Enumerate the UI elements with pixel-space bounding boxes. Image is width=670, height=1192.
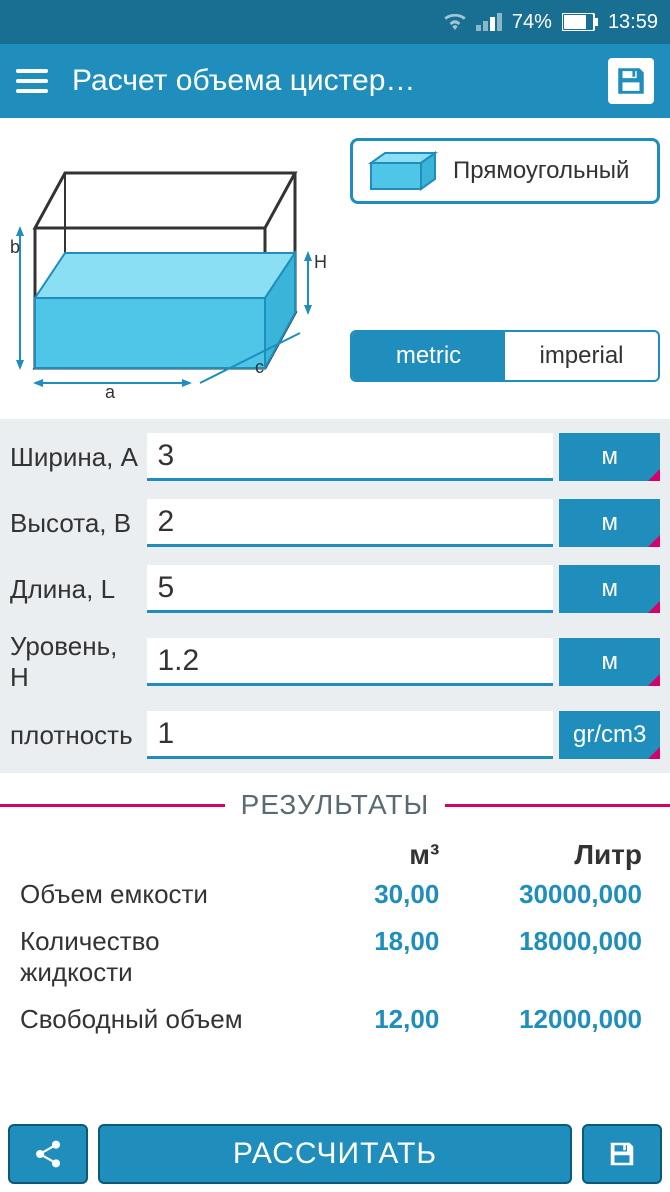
save-button[interactable] (608, 58, 654, 104)
result-m3: 18,00 (265, 926, 468, 988)
right-column: Прямоугольный metric imperial (350, 138, 660, 403)
level-input[interactable] (147, 638, 553, 686)
shape-selector[interactable]: Прямоугольный (350, 138, 660, 204)
save-bottom-button[interactable] (582, 1124, 662, 1184)
top-section: b a c H Прямоугольный metric imperial (0, 118, 670, 419)
menu-icon[interactable] (16, 69, 48, 93)
length-input[interactable] (147, 565, 553, 613)
unit-button[interactable]: м (559, 499, 660, 547)
share-button[interactable] (8, 1124, 88, 1184)
svg-text:a: a (105, 382, 116, 398)
shape-label: Прямоугольный (453, 157, 629, 185)
battery-icon (562, 13, 598, 31)
imperial-option[interactable]: imperial (505, 332, 658, 380)
result-m3: 12,00 (265, 1004, 468, 1035)
input-label: плотность (10, 720, 141, 751)
input-label: Ширина, A (10, 442, 141, 473)
calculate-button[interactable]: РАССЧИТАТЬ (98, 1124, 572, 1184)
results-columns: м³ Литр (20, 839, 650, 871)
result-liter: 12000,000 (467, 1004, 650, 1035)
input-label: Высота, B (10, 508, 141, 539)
input-row-level: Уровень, H м (10, 631, 660, 693)
bottom-bar: РАССЧИТАТЬ (0, 1116, 670, 1192)
unit-toggle: metric imperial (350, 330, 660, 382)
density-input[interactable] (147, 711, 553, 759)
page-title: Расчет объема цистер… (72, 64, 584, 98)
result-m3: 30,00 (265, 879, 468, 910)
signal-icon (476, 13, 502, 31)
results-table: м³ Литр Объем емкости 30,00 30000,000 Ко… (0, 829, 670, 1043)
battery-percent: 74% (512, 11, 552, 34)
app-bar: Расчет объема цистер… (0, 44, 670, 118)
col-liter: Литр (467, 839, 650, 871)
rect-tank-icon (367, 149, 439, 193)
unit-button[interactable]: м (559, 565, 660, 613)
input-row-height: Высота, B м (10, 499, 660, 547)
metric-option[interactable]: metric (352, 332, 505, 380)
result-label: Количество жидкости (20, 926, 265, 988)
input-label: Уровень, H (10, 631, 141, 693)
result-liter: 18000,000 (467, 926, 650, 988)
svg-text:H: H (314, 252, 327, 272)
results-title: РЕЗУЛЬТАТЫ (225, 789, 446, 821)
result-row: Объем емкости 30,00 30000,000 (20, 871, 650, 918)
input-row-density: плотность gr/cm3 (10, 711, 660, 759)
input-row-length: Длина, L м (10, 565, 660, 613)
height-input[interactable] (147, 499, 553, 547)
unit-button[interactable]: м (559, 638, 660, 686)
results-header: РЕЗУЛЬТАТЫ (0, 773, 670, 829)
floppy-icon (614, 64, 648, 98)
wifi-icon (444, 14, 466, 30)
unit-button[interactable]: gr/cm3 (559, 711, 660, 759)
clock: 13:59 (608, 11, 658, 34)
unit-button[interactable]: м (559, 433, 660, 481)
result-row: Свободный объем 12,00 12000,000 (20, 996, 650, 1043)
floppy-icon (607, 1139, 637, 1169)
status-bar: 74% 13:59 (0, 0, 670, 44)
result-liter: 30000,000 (467, 879, 650, 910)
input-row-width: Ширина, A м (10, 433, 660, 481)
result-row: Количество жидкости 18,00 18000,000 (20, 918, 650, 996)
svg-text:c: c (255, 357, 264, 377)
col-m3: м³ (265, 839, 468, 871)
result-label: Объем емкости (20, 879, 265, 910)
result-label: Свободный объем (20, 1004, 265, 1035)
inputs-section: Ширина, A м Высота, B м Длина, L м Урове… (0, 419, 670, 773)
tank-diagram: b a c H (10, 138, 340, 403)
share-icon (32, 1138, 64, 1170)
input-label: Длина, L (10, 574, 141, 605)
width-input[interactable] (147, 433, 553, 481)
svg-text:b: b (10, 237, 20, 257)
